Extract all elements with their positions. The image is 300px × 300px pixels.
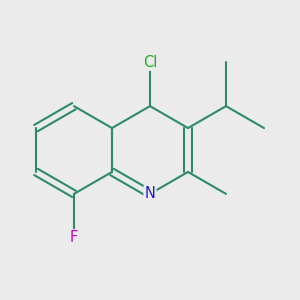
Text: N: N (145, 186, 155, 201)
Text: F: F (70, 230, 78, 245)
Text: Cl: Cl (143, 55, 157, 70)
